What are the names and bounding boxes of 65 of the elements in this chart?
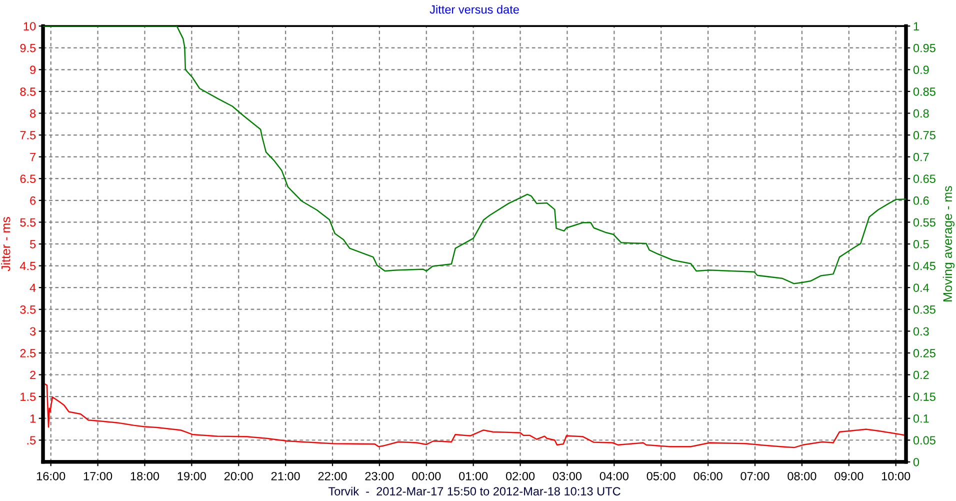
x-tick-label: 00:00 [412, 472, 441, 480]
x-tick-label: 08:00 [788, 472, 816, 480]
y-tick-label: 7.5 [20, 131, 36, 140]
y-tick-label: 10 [24, 22, 36, 30]
y2-tick-label: 1 [914, 22, 919, 30]
y2-tick-label: 0.2 [913, 370, 929, 380]
y-tick-label: 3.5 [20, 305, 36, 314]
y2-tick-label: 0.55 [913, 218, 936, 227]
x-tick-label: 17:00 [84, 472, 112, 480]
y2-tick-label: 0.35 [913, 305, 936, 314]
chart-title: Jitter versus date [430, 4, 519, 14]
y-tick-label: 1 [30, 414, 36, 423]
line-series [43, 382, 906, 448]
y-tick-label: 9 [30, 66, 36, 74]
y2-tick-label: 0.25 [913, 348, 936, 358]
x-axis-title: Torvik - 2012-Mar-17 15:50 to 2012-Mar-18 10:13 UTC [328, 486, 620, 496]
x-tick-label: 04:00 [600, 472, 628, 480]
y-tick-label: 5.5 [20, 218, 36, 227]
y-tick-label: 6.5 [20, 174, 36, 183]
y-tick-label: 4 [30, 284, 36, 292]
y-tick-label: 8 [30, 109, 36, 118]
x-tick-label: 16:00 [36, 472, 66, 480]
x-tick-label: 20:00 [224, 472, 253, 480]
x-tick-label: 02:00 [506, 472, 535, 480]
y2-tick-label: 0.7 [913, 152, 929, 162]
x-tick-label: 10:00 [882, 472, 910, 480]
y-tick-label: 2.5 [20, 348, 36, 358]
y2-tick-label: 0.5 [913, 240, 929, 248]
y2-tick-label: 0.05 [913, 436, 936, 445]
y2-tick-label: 0 [913, 458, 920, 466]
y2-axis-title: Moving average - ms [942, 186, 955, 302]
y-tick-label: 6 [30, 196, 36, 205]
y-tick-label: 1.5 [20, 392, 36, 401]
y2-tick-label: 0.6 [913, 196, 929, 205]
y2-tick-label: 0.1 [913, 414, 929, 423]
x-tick-label: 05:00 [646, 472, 676, 480]
x-tick-label: 22:00 [318, 472, 347, 480]
y-tick-label: 8.5 [20, 87, 36, 96]
y2-tick-label: 0.9 [913, 66, 929, 74]
y2-tick-label: 0.65 [913, 174, 936, 183]
x-tick-label: 23:00 [365, 472, 394, 480]
x-tick-label: 07:00 [740, 472, 770, 480]
y2-tick-label: 0.75 [913, 131, 936, 140]
y2-tick-label: 0.4 [913, 284, 930, 292]
x-tick-label: 18:00 [130, 472, 160, 480]
x-tick-label: 21:00 [271, 472, 300, 480]
y-tick-label: 7 [30, 152, 36, 162]
x-tick-label: 03:00 [552, 472, 582, 480]
y2-tick-label: 0.8 [913, 109, 929, 118]
y2-tick-label: 0.3 [913, 327, 929, 336]
y-tick-label: 3 [30, 327, 36, 336]
x-tick-label: 09:00 [834, 472, 864, 480]
x-tick-label: 06:00 [694, 472, 722, 480]
y-tick-label: .5 [27, 436, 36, 445]
y2-tick-label: 0.95 [913, 44, 936, 52]
y-tick-label: 5 [30, 240, 36, 248]
y-tick-label: 2 [30, 370, 36, 380]
y-tick-label: 9.5 [20, 44, 36, 52]
y-axis-title: Jitter - ms [1, 217, 10, 272]
y2-tick-label: 0.45 [913, 262, 936, 270]
x-tick-label: 01:00 [459, 472, 488, 480]
x-tick-label: 19:00 [178, 472, 206, 480]
y2-tick-label: 0.85 [913, 87, 936, 96]
y-tick-label: 4.5 [20, 262, 36, 270]
y2-tick-label: 0.15 [913, 392, 936, 401]
